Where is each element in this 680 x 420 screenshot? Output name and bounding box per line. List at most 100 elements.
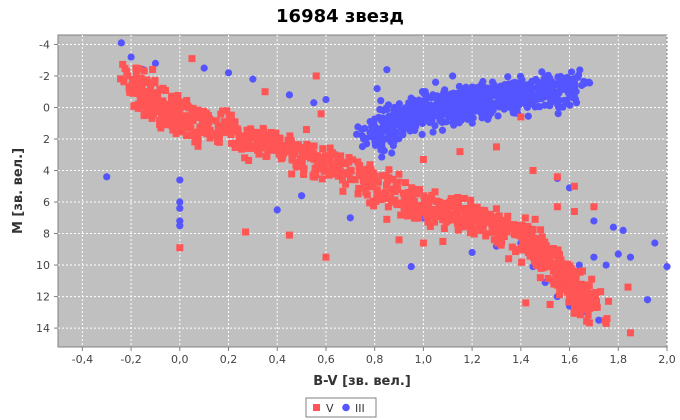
data-point-iii <box>651 239 659 247</box>
data-point-v <box>387 185 395 193</box>
data-point-v <box>339 187 347 195</box>
data-point-v <box>578 305 586 313</box>
data-point-v <box>410 197 418 205</box>
data-point-v <box>570 182 578 190</box>
chart-title: 16984 звезд <box>276 6 404 27</box>
data-point-v <box>454 197 462 205</box>
data-point-v <box>327 150 335 158</box>
data-point-v <box>156 116 164 124</box>
data-point-v <box>362 176 370 184</box>
data-point-v <box>368 177 376 185</box>
data-point-iii <box>103 173 111 181</box>
data-point-v <box>385 174 393 182</box>
data-point-v <box>557 269 565 277</box>
data-point-v <box>557 275 565 283</box>
data-point-v <box>478 210 486 218</box>
data-point-iii <box>176 204 184 212</box>
data-point-v <box>528 237 536 245</box>
legend-label-v: V <box>326 402 334 415</box>
data-point-v <box>431 188 439 196</box>
data-point-v <box>492 205 500 213</box>
data-point-v <box>563 260 571 268</box>
data-point-v <box>244 127 252 135</box>
data-point-v <box>162 101 170 109</box>
data-point-iii <box>407 263 415 271</box>
data-point-iii <box>563 99 571 107</box>
data-point-v <box>137 93 145 101</box>
data-point-v <box>162 108 170 116</box>
x-tick-label: 1,6 <box>561 353 579 366</box>
data-point-v <box>567 297 575 305</box>
x-tick-label: 1,4 <box>512 353 530 366</box>
data-point-v <box>365 170 373 178</box>
data-point-v <box>454 194 462 202</box>
data-point-v <box>191 128 199 136</box>
data-point-v <box>553 281 561 289</box>
data-point-iii <box>663 263 671 271</box>
data-point-v <box>541 253 549 261</box>
data-point-v <box>473 212 481 220</box>
data-point-v <box>384 203 392 211</box>
data-point-v <box>422 212 430 220</box>
data-point-iii <box>373 84 381 93</box>
data-point-v <box>130 102 138 110</box>
data-point-v <box>366 161 374 169</box>
data-point-iii <box>468 119 476 127</box>
data-point-v <box>528 249 536 257</box>
data-point-v <box>585 319 593 327</box>
data-point-v <box>419 239 427 247</box>
data-point-v <box>183 96 191 104</box>
data-point-iii <box>418 130 426 139</box>
data-point-v <box>503 228 511 236</box>
data-point-v <box>200 116 208 124</box>
data-point-v <box>382 181 390 189</box>
x-tick-label: 0,6 <box>317 353 335 366</box>
data-point-iii <box>176 222 184 230</box>
data-point-v <box>319 145 327 153</box>
data-point-v <box>529 167 537 175</box>
data-point-v <box>561 285 569 293</box>
data-point-v <box>460 194 468 202</box>
data-point-v <box>326 144 334 152</box>
data-point-v <box>189 104 197 112</box>
data-point-v <box>303 153 311 161</box>
data-point-v <box>528 230 536 238</box>
data-point-iii <box>477 81 485 89</box>
data-point-iii <box>485 112 493 121</box>
data-point-iii <box>429 128 437 136</box>
data-point-v <box>570 286 578 294</box>
data-point-v <box>194 142 202 150</box>
data-point-v <box>452 206 460 214</box>
data-point-v <box>332 162 340 170</box>
data-point-v <box>580 301 588 309</box>
data-point-iii <box>548 98 556 106</box>
data-point-v <box>518 258 526 266</box>
data-point-v <box>360 182 368 190</box>
data-point-v <box>486 210 494 218</box>
data-point-v <box>593 298 601 306</box>
data-point-v <box>401 179 409 187</box>
x-tick-label: 0,8 <box>366 353 384 366</box>
data-point-iii <box>358 125 366 133</box>
data-point-iii <box>429 91 437 99</box>
data-point-v <box>557 256 565 264</box>
data-point-v <box>289 142 297 150</box>
data-point-v <box>148 110 156 118</box>
data-point-iii <box>428 117 436 125</box>
data-point-v <box>181 112 189 120</box>
data-point-v <box>184 102 192 110</box>
data-point-iii <box>353 130 361 138</box>
data-point-v <box>173 92 181 100</box>
data-point-iii <box>485 99 493 107</box>
data-point-v <box>373 186 381 194</box>
y-tick-label: 8 <box>43 228 50 241</box>
data-point-v <box>259 124 267 132</box>
data-point-iii <box>538 68 546 76</box>
data-point-v <box>187 124 195 132</box>
data-point-v <box>571 299 579 307</box>
data-point-v <box>541 238 549 246</box>
data-point-iii <box>578 81 586 90</box>
data-point-v <box>147 83 155 91</box>
data-point-v <box>162 86 170 94</box>
axes: -0,4 -0,2 0,0 0,2 0,4 0,6 0,8 1,0 1,2 1,4 1,6 1,8 2,… <box>36 38 676 366</box>
